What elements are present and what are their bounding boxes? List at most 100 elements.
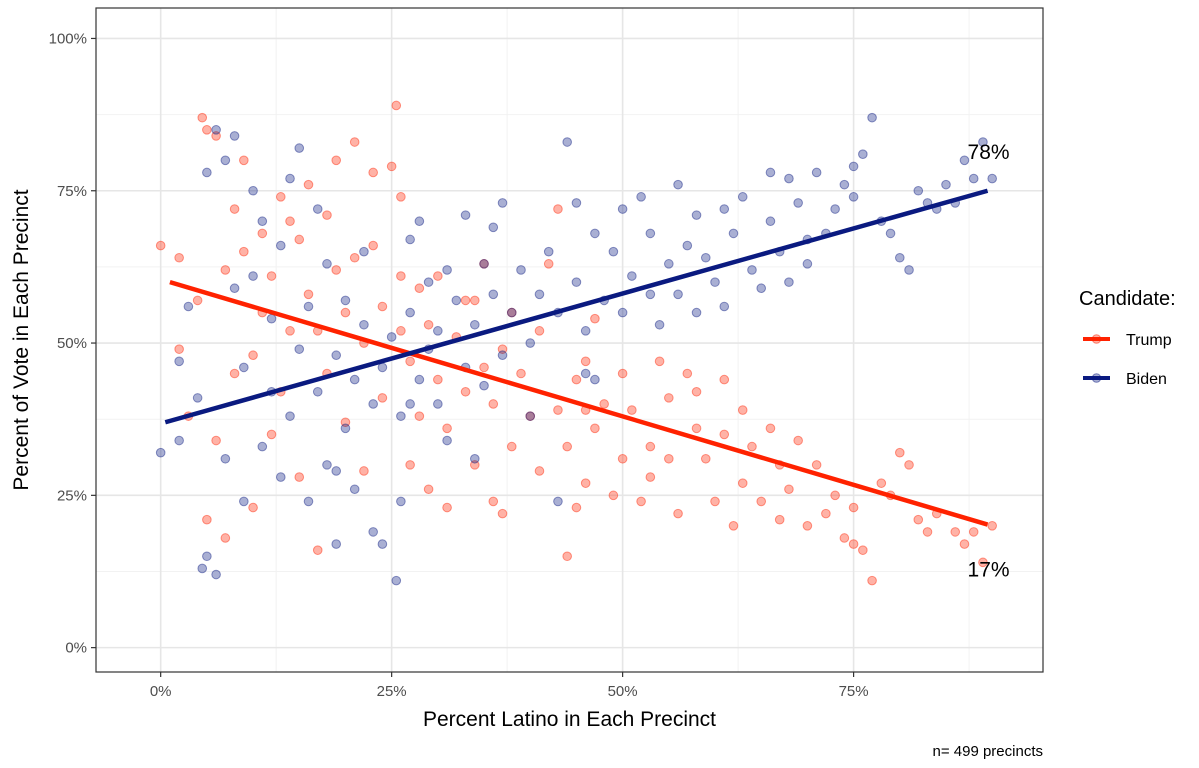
data-point <box>239 246 249 257</box>
data-point <box>904 265 914 275</box>
data-point <box>710 277 720 287</box>
legend: Candidate: Trump Biden <box>1079 288 1176 388</box>
data-point <box>386 332 397 342</box>
data-point <box>580 356 591 367</box>
data-point <box>220 533 231 543</box>
data-point <box>414 283 425 294</box>
data-point <box>349 374 360 385</box>
data-point <box>506 307 517 318</box>
x-axis-title: Percent Latino in Each Precinct <box>423 708 716 731</box>
data-point <box>479 259 489 269</box>
data-point <box>377 539 388 549</box>
data-point <box>497 344 508 354</box>
data-point <box>442 265 452 275</box>
data-point <box>294 143 305 153</box>
data-point <box>414 216 425 227</box>
data-point <box>349 137 360 147</box>
data-point <box>294 472 305 482</box>
data-point <box>211 435 221 446</box>
data-point <box>765 167 776 178</box>
data-point <box>571 198 582 208</box>
data-point <box>774 514 785 525</box>
data-point <box>433 399 443 409</box>
data-point <box>266 429 277 440</box>
data-point <box>340 423 351 434</box>
y-tick-label: 75% <box>57 183 87 200</box>
data-point <box>784 484 794 495</box>
data-point <box>322 460 332 470</box>
data-point <box>959 155 970 166</box>
data-point <box>978 137 988 147</box>
data-point <box>391 575 402 586</box>
end-labels: 17% 78% <box>968 141 1010 582</box>
data-point <box>239 496 249 507</box>
data-point <box>202 125 212 135</box>
data-point <box>423 277 434 287</box>
data-point <box>211 125 221 135</box>
end-label-trump: 17% <box>968 559 1010 582</box>
panel-border <box>95 7 1044 673</box>
data-point <box>654 319 665 330</box>
data-point <box>266 313 277 324</box>
data-point <box>645 472 656 482</box>
data-point <box>664 259 674 269</box>
data-point <box>312 386 323 397</box>
data-point <box>229 131 240 141</box>
data-point <box>830 490 840 501</box>
data-point <box>636 192 646 202</box>
data-point <box>654 356 665 367</box>
data-point <box>497 198 508 208</box>
data-point <box>197 112 208 123</box>
data-point <box>257 216 268 227</box>
data-point <box>580 478 591 488</box>
legend-items: Trump Biden <box>1083 332 1172 388</box>
data-point <box>423 319 434 330</box>
data-point <box>664 453 674 464</box>
data-point <box>793 198 803 208</box>
data-point <box>248 271 258 281</box>
data-point <box>340 307 351 318</box>
data-point <box>673 508 683 519</box>
data-point <box>590 228 600 239</box>
legend-title: Candidate: <box>1079 288 1176 310</box>
data-point <box>294 234 305 245</box>
data-point <box>719 429 730 440</box>
x-tick-label: 75% <box>839 683 869 700</box>
data-point <box>396 411 406 421</box>
data-point <box>913 514 924 525</box>
data-point <box>691 210 702 220</box>
data-point <box>553 496 563 507</box>
legend-key-point <box>1091 373 1102 383</box>
data-point <box>987 173 997 184</box>
data-point <box>183 301 194 312</box>
data-point <box>377 301 388 312</box>
data-point <box>433 326 443 336</box>
data-point <box>737 478 748 488</box>
data-point <box>506 307 517 318</box>
data-point <box>673 179 683 190</box>
data-point <box>174 356 184 367</box>
data-point <box>765 216 776 227</box>
data-point <box>396 326 406 336</box>
data-point <box>858 149 868 160</box>
data-point <box>303 301 314 312</box>
data-point <box>784 277 794 287</box>
legend-item-biden: Biden <box>1083 371 1167 388</box>
data-point <box>396 271 406 281</box>
data-point <box>155 447 166 458</box>
data-point <box>821 508 831 519</box>
data-point <box>562 137 572 147</box>
data-point <box>396 192 406 202</box>
data-point <box>627 405 637 415</box>
data-point <box>747 265 757 275</box>
data-point <box>257 228 268 239</box>
data-point <box>202 167 212 178</box>
data-point <box>793 435 803 446</box>
data-point <box>848 502 859 513</box>
legend-label: Trump <box>1126 332 1172 349</box>
data-point <box>571 502 582 513</box>
data-point <box>248 185 258 196</box>
data-point <box>488 289 499 300</box>
data-point <box>950 527 961 537</box>
data-point <box>479 380 489 391</box>
